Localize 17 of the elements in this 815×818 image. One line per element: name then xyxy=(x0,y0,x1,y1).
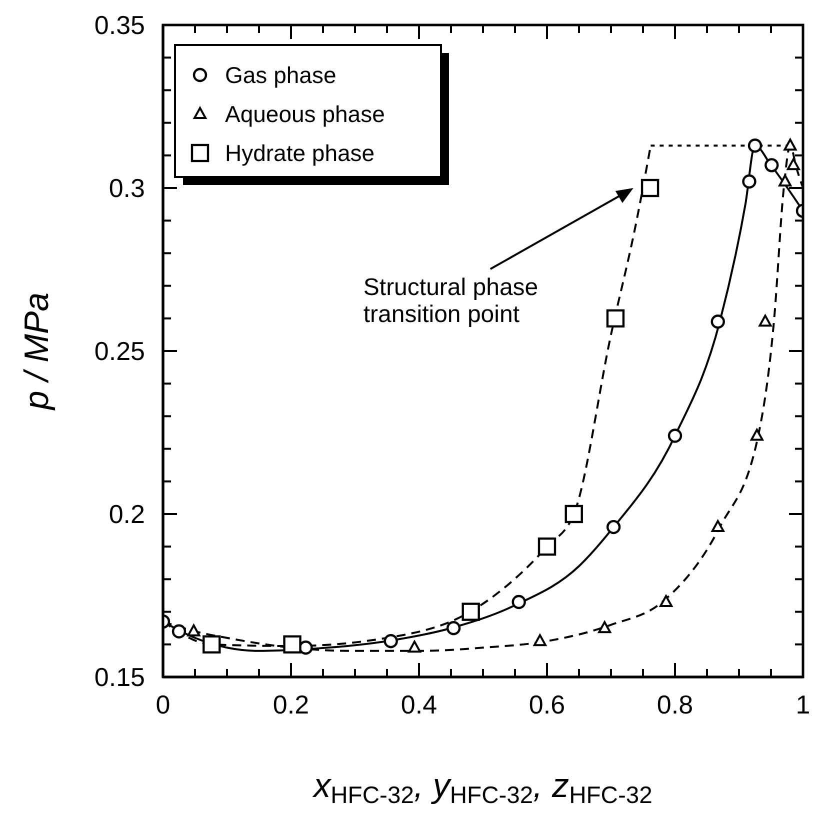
x-axis-title: x$_{HFC-32}$, y$_{HFC-32}$, z$_{HFC-32}$ xyxy=(312,767,652,809)
y-axis-title: p / MPa xyxy=(18,292,56,411)
x-tick-label: 0.2 xyxy=(272,689,310,720)
y-tick-label: 0.25 xyxy=(94,336,145,366)
legend-label: Gas phase xyxy=(225,62,336,88)
x-tick-label: 1 xyxy=(796,689,810,720)
legend-label: Aqueous phase xyxy=(225,101,385,127)
legend-label: Hydrate phase xyxy=(225,140,375,166)
y-tick-label: 0.35 xyxy=(94,10,145,40)
x-tick-label: 0.8 xyxy=(656,689,694,720)
y-tick-label: 0.15 xyxy=(94,662,145,692)
annotation: Structural phase transition point xyxy=(363,274,538,328)
y-tick-label: 0.2 xyxy=(108,499,145,530)
x-tick-label: 0.6 xyxy=(528,689,566,720)
y-tick-label: 0.3 xyxy=(108,173,145,204)
x-tick-label: 0 xyxy=(156,689,170,720)
x-tick-label: 0.4 xyxy=(400,689,438,720)
